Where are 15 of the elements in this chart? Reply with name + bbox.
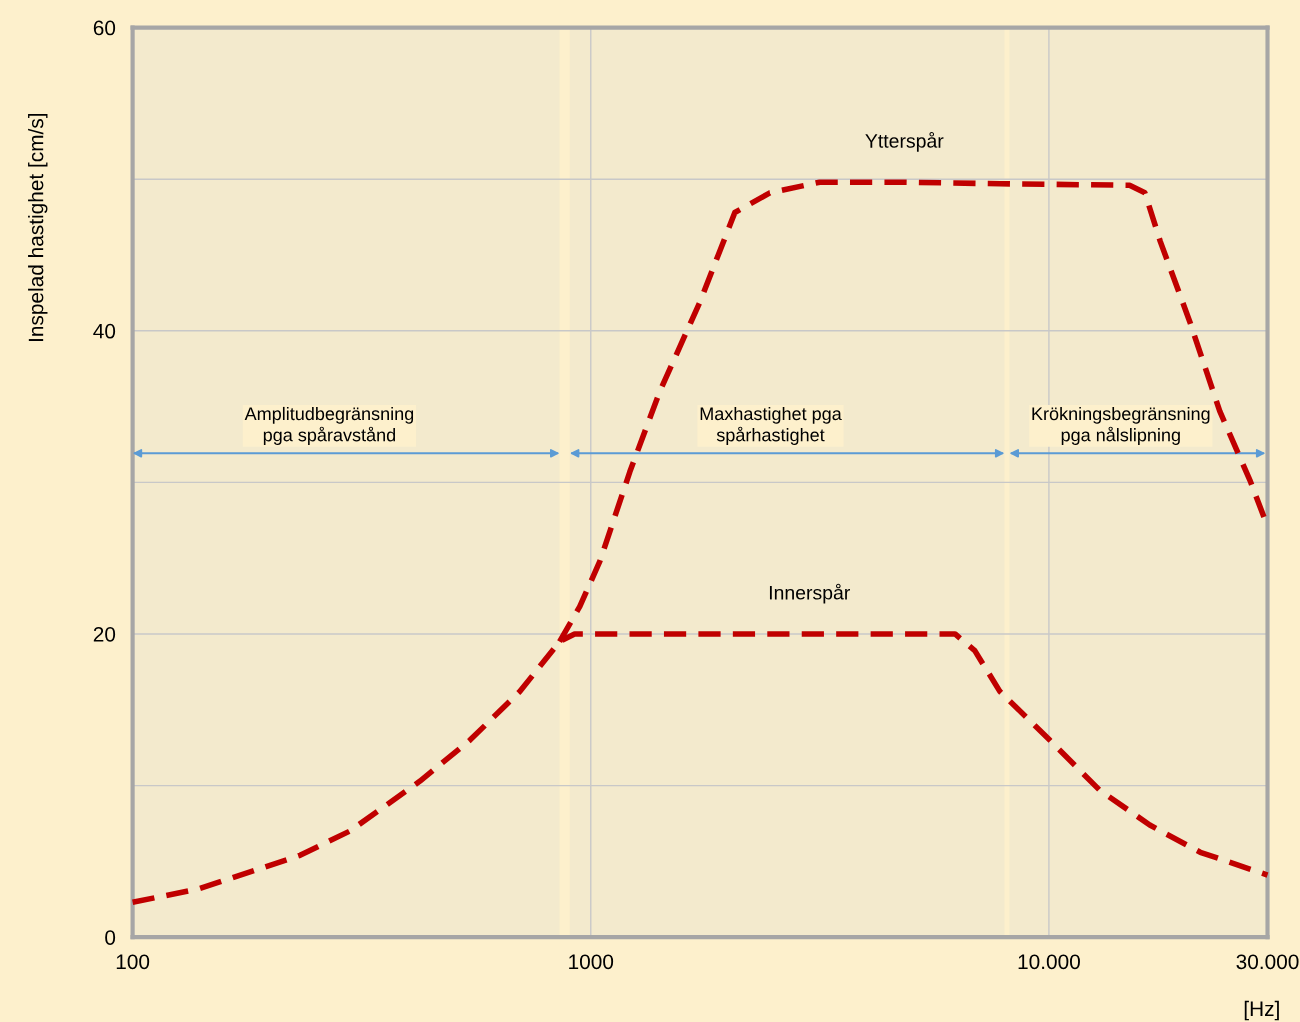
x-tick-label: 10.000 [1018,954,1080,970]
y-tick-label: 20 [93,626,116,642]
series-label: Innerspår [769,583,850,604]
x-tick-label: 30.000 [1236,954,1299,970]
band-label: Maxhastighet pga spårhastighet [700,406,842,445]
y-tick-label: 40 [93,323,116,339]
band-label: Krökningsbegränsning pga nålslipning [1032,406,1210,445]
x-tick-label: 1000 [569,954,614,970]
series-label: Ytterspår [865,131,944,152]
y-tick-label: 60 [93,20,116,36]
x-axis-title: [Hz] [1244,1000,1279,1021]
x-tick-label: 100 [116,954,150,970]
y-tick-label: 0 [105,930,116,945]
band-label: Amplitudbegränsning pga spåravstånd [244,406,414,445]
y-axis-title: Inspelad hastighet [cm/s] [28,113,48,341]
